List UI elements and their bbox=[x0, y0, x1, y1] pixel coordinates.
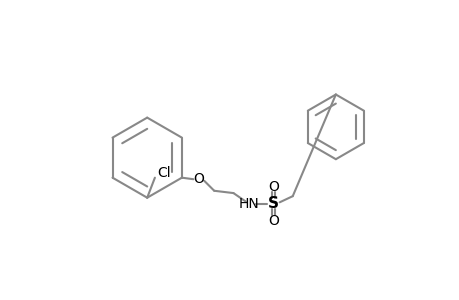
Text: HN: HN bbox=[238, 197, 259, 211]
Text: O: O bbox=[268, 180, 278, 194]
Text: S: S bbox=[268, 196, 279, 211]
Text: Cl: Cl bbox=[157, 166, 170, 180]
Text: O: O bbox=[193, 172, 204, 186]
Text: O: O bbox=[268, 214, 278, 228]
